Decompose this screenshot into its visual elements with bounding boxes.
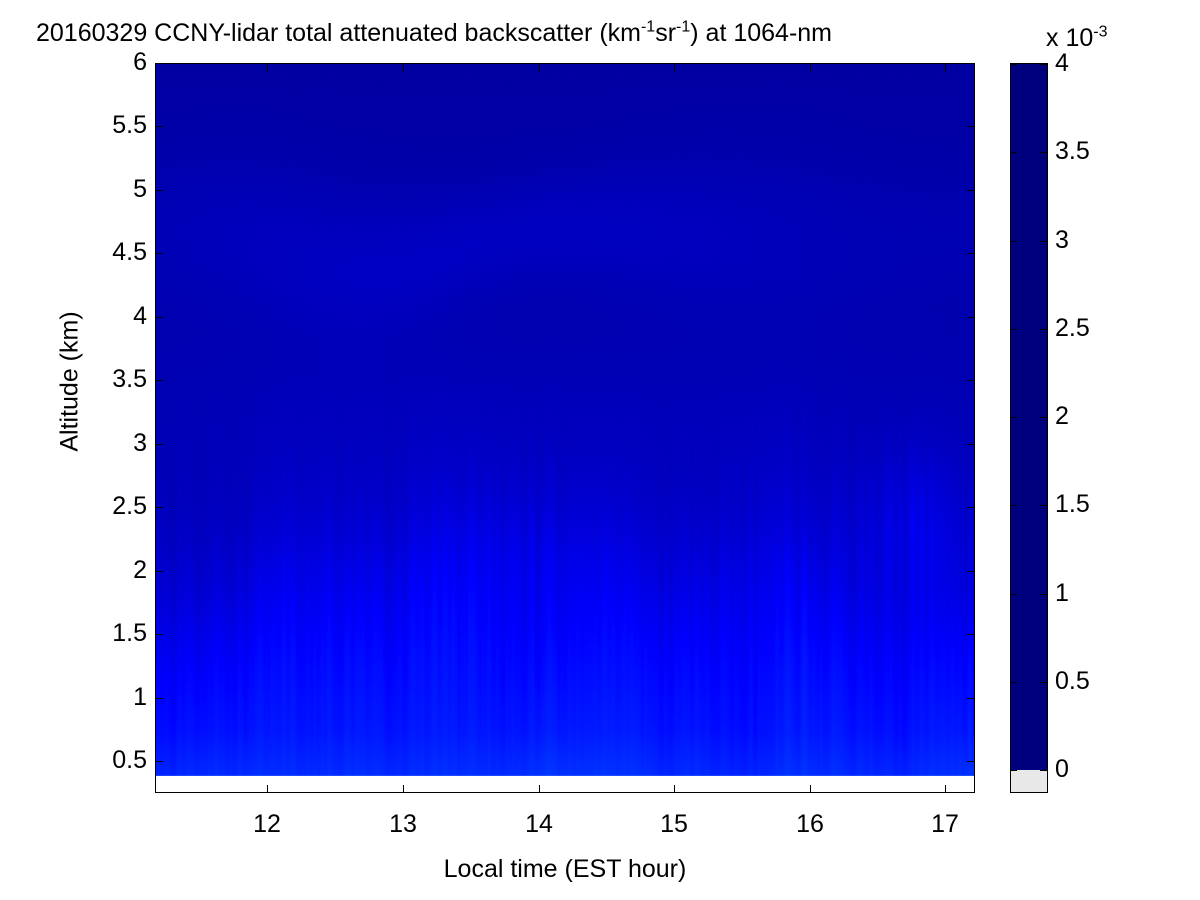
y-tick-label: 3.5 — [112, 365, 147, 393]
colorbar-tick-label: 2.5 — [1055, 314, 1090, 342]
y-tick-mark-right — [967, 317, 975, 318]
x-tick-label: 14 — [525, 810, 553, 838]
y-tick-mark-right — [967, 571, 975, 572]
x-tick-mark-top — [267, 64, 268, 72]
chart-title: 20160329 CCNY-lidar total attenuated bac… — [36, 18, 832, 48]
colorbar-tick-mark-right — [1040, 241, 1047, 242]
y-tick-label: 5 — [133, 175, 147, 203]
no-data-strip — [156, 776, 974, 792]
colorbar-tick-label: 1.5 — [1055, 490, 1090, 518]
colorbar-multiplier-label: x 10-3 — [1046, 24, 1108, 53]
y-tick-mark — [155, 698, 163, 699]
y-tick-mark-right — [967, 380, 975, 381]
y-tick-mark — [155, 507, 163, 508]
colorbar-tick-label: 0.5 — [1055, 667, 1090, 695]
y-tick-mark — [155, 126, 163, 127]
colorbar — [1010, 63, 1048, 793]
x-tick-mark-top — [945, 64, 946, 72]
y-tick-label: 6 — [133, 48, 147, 76]
y-tick-mark-right — [967, 190, 975, 191]
y-tick-label: 0.5 — [112, 746, 147, 774]
y-tick-mark — [155, 253, 163, 254]
y-tick-mark — [155, 444, 163, 445]
x-tick-mark — [403, 785, 404, 793]
x-tick-mark — [945, 785, 946, 793]
x-tick-mark — [539, 785, 540, 793]
y-tick-label: 4 — [133, 302, 147, 330]
colorbar-tick-mark — [1010, 682, 1017, 683]
y-tick-mark — [155, 63, 163, 64]
colorbar-tick-mark — [1010, 241, 1017, 242]
y-tick-mark — [155, 761, 163, 762]
y-tick-mark-right — [967, 507, 975, 508]
y-tick-mark — [155, 317, 163, 318]
heatmap-plot-area — [155, 63, 975, 793]
x-tick-label: 15 — [660, 810, 688, 838]
colorbar-tick-label: 3 — [1055, 226, 1069, 254]
x-axis-label: Local time (EST hour) — [443, 855, 687, 883]
colorbar-tick-mark-right — [1040, 329, 1047, 330]
x-tick-mark-top — [810, 64, 811, 72]
y-axis-label: Altitude (km) — [55, 311, 84, 452]
y-tick-mark — [155, 634, 163, 635]
y-tick-mark-right — [967, 698, 975, 699]
chart-title-superscript-2: -1 — [676, 18, 691, 36]
chart-title-tail: ) at 1064-nm — [690, 19, 833, 47]
y-tick-label: 5.5 — [112, 111, 147, 139]
x-tick-label: 13 — [389, 810, 417, 838]
colorbar-tick-mark-right — [1040, 770, 1047, 771]
y-tick-mark — [155, 380, 163, 381]
y-tick-label: 4.5 — [112, 238, 147, 266]
chart-title-mid: sr — [655, 19, 677, 47]
y-tick-mark-right — [967, 444, 975, 445]
y-tick-label: 3 — [133, 429, 147, 457]
colorbar-tick-mark-right — [1040, 682, 1047, 683]
colorbar-tick-mark — [1010, 770, 1017, 771]
y-tick-label: 1 — [133, 683, 147, 711]
y-tick-mark-right — [967, 761, 975, 762]
chart-title-superscript-1: -1 — [640, 18, 656, 36]
y-tick-mark — [155, 571, 163, 572]
colorbar-tick-mark — [1010, 505, 1017, 506]
x-tick-mark-top — [539, 64, 540, 72]
heatmap-image — [156, 64, 974, 792]
colorbar-multiplier-exponent: -3 — [1093, 23, 1108, 41]
y-tick-mark — [155, 190, 163, 191]
colorbar-tick-label: 2 — [1055, 402, 1069, 430]
y-tick-mark-right — [967, 63, 975, 64]
colorbar-tick-mark — [1010, 329, 1017, 330]
x-tick-mark — [674, 785, 675, 793]
y-tick-label: 1.5 — [112, 619, 147, 647]
colorbar-tick-mark-right — [1040, 505, 1047, 506]
chart-title-main: 20160329 CCNY-lidar total attenuated bac… — [36, 19, 641, 47]
y-tick-mark-right — [967, 634, 975, 635]
x-tick-mark — [810, 785, 811, 793]
colorbar-tick-label: 0 — [1055, 755, 1069, 783]
colorbar-tick-mark-right — [1040, 64, 1047, 65]
y-tick-mark-right — [967, 253, 975, 254]
colorbar-multiplier-base: x 10 — [1046, 24, 1094, 52]
colorbar-tick-mark — [1010, 152, 1017, 153]
colorbar-no-data-swatch — [1011, 770, 1047, 792]
x-tick-mark-top — [674, 64, 675, 72]
x-tick-label: 16 — [796, 810, 824, 838]
colorbar-tick-label: 4 — [1055, 49, 1069, 77]
x-tick-label: 17 — [931, 810, 959, 838]
colorbar-tick-mark — [1010, 417, 1017, 418]
colorbar-tick-mark-right — [1040, 417, 1047, 418]
x-tick-mark-top — [403, 64, 404, 72]
colorbar-tick-label: 1 — [1055, 579, 1069, 607]
y-tick-label: 2 — [133, 556, 147, 584]
y-tick-label: 2.5 — [112, 492, 147, 520]
x-tick-mark — [267, 785, 268, 793]
colorbar-tick-label: 3.5 — [1055, 137, 1090, 165]
y-tick-mark-right — [967, 126, 975, 127]
colorbar-tick-mark — [1010, 594, 1017, 595]
x-tick-label: 12 — [253, 810, 281, 838]
colorbar-tick-mark-right — [1040, 152, 1047, 153]
colorbar-tick-mark — [1010, 64, 1017, 65]
colorbar-tick-mark-right — [1040, 594, 1047, 595]
